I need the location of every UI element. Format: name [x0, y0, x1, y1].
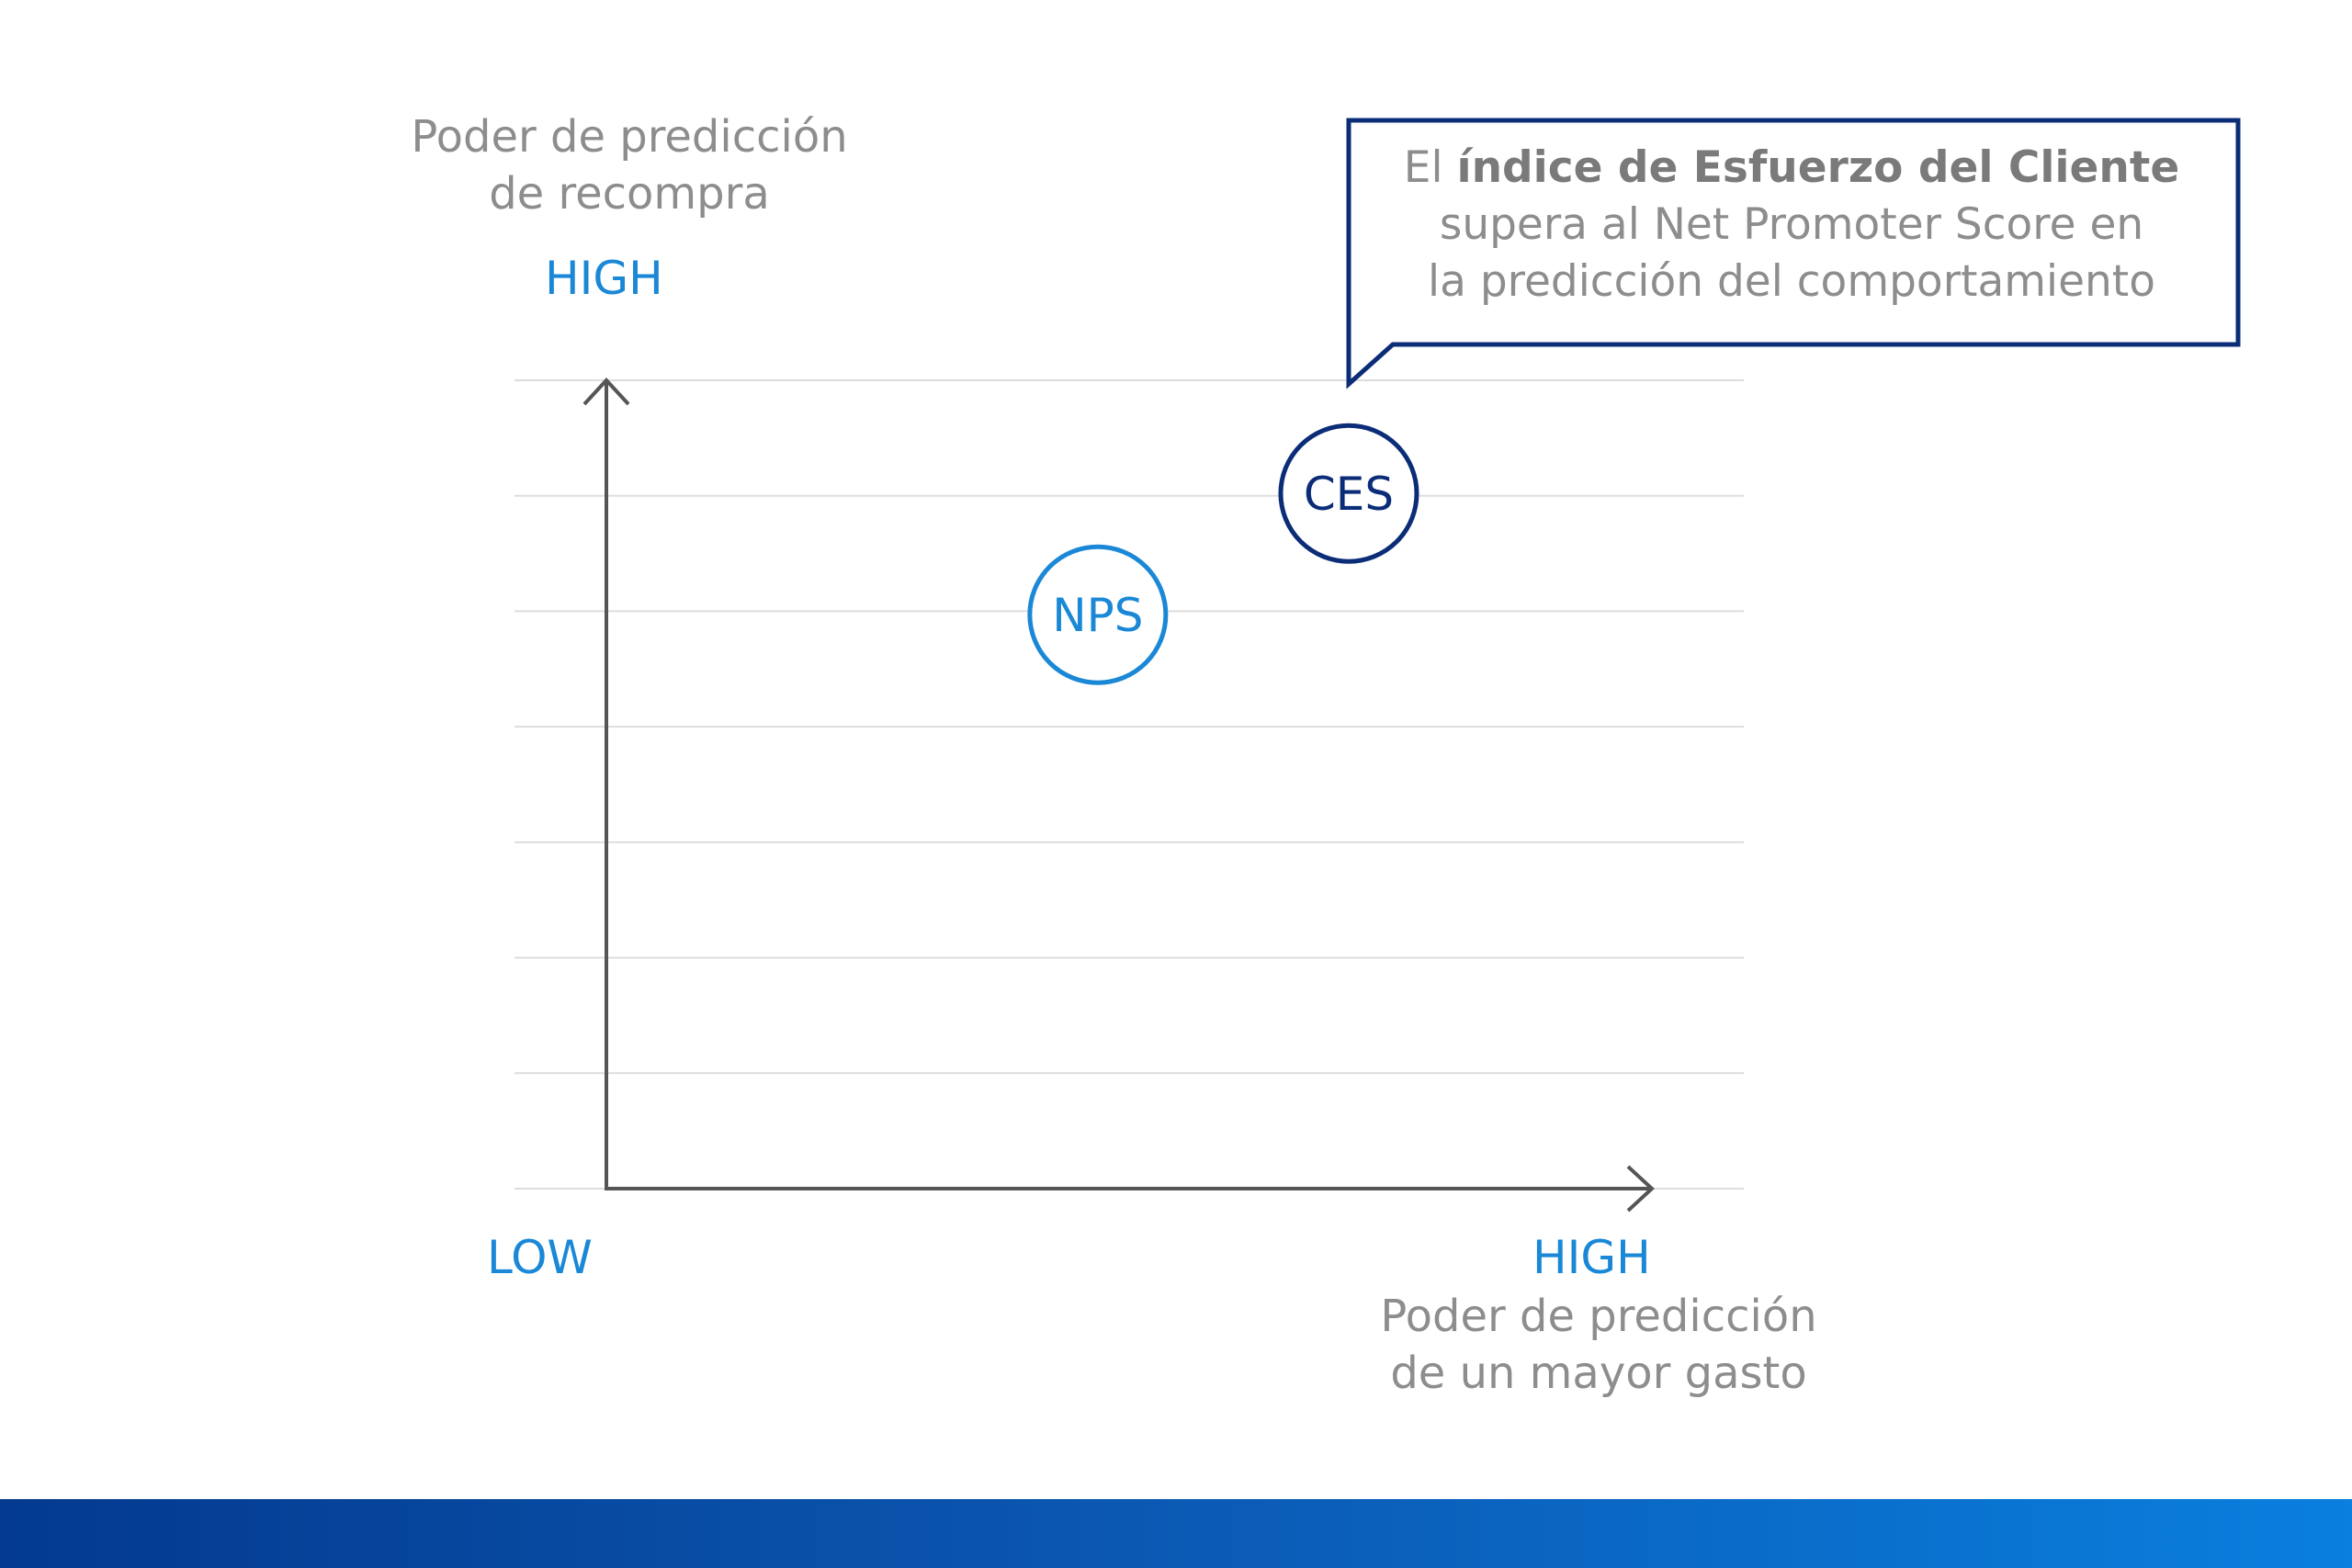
x-axis-high-label: HIGH — [1532, 1231, 1651, 1284]
x-axis-title-line-2: de un mayor gasto — [1390, 1348, 1807, 1399]
callout-line-2: supera al Net Promoter Score en — [1439, 199, 2144, 250]
y-axis-arrow-icon — [582, 378, 630, 406]
callout-line-1-prefix: El — [1403, 142, 1457, 193]
axes — [582, 378, 1655, 1213]
x-axis-arrow-icon — [1626, 1165, 1655, 1213]
callout-box — [1346, 118, 2241, 389]
data-points: NPS CES — [1027, 423, 1419, 685]
gridlines — [514, 379, 1744, 1190]
y-axis-title: Poder de predicción de recompra — [372, 108, 887, 222]
callout-line-1: El índice de Esfuerzo del Cliente — [1360, 140, 2223, 197]
point-label-nps: NPS — [1052, 589, 1143, 642]
y-axis-title-line-1: Poder de predicción — [411, 111, 848, 163]
callout-text: El índice de Esfuerzo del Cliente supera… — [1360, 140, 2223, 310]
point-ces — [1278, 423, 1419, 564]
y-axis-high-label: HIGH — [545, 252, 663, 305]
y-axis-title-line-2: de recompra — [489, 168, 770, 220]
callout-line-1-bold: índice de Esfuerzo del Cliente — [1456, 142, 2180, 193]
bottom-gradient-bar — [0, 1499, 2352, 1568]
x-axis-title: Poder de predicción de un mayor gasto — [1341, 1288, 1856, 1402]
callout-line-3: la predicción del comportamiento — [1428, 256, 2155, 307]
point-label-ces: CES — [1304, 468, 1394, 521]
point-nps — [1027, 544, 1169, 685]
x-axis-title-line-1: Poder de predicción — [1380, 1291, 1817, 1342]
x-axis-low-label: LOW — [487, 1231, 593, 1284]
